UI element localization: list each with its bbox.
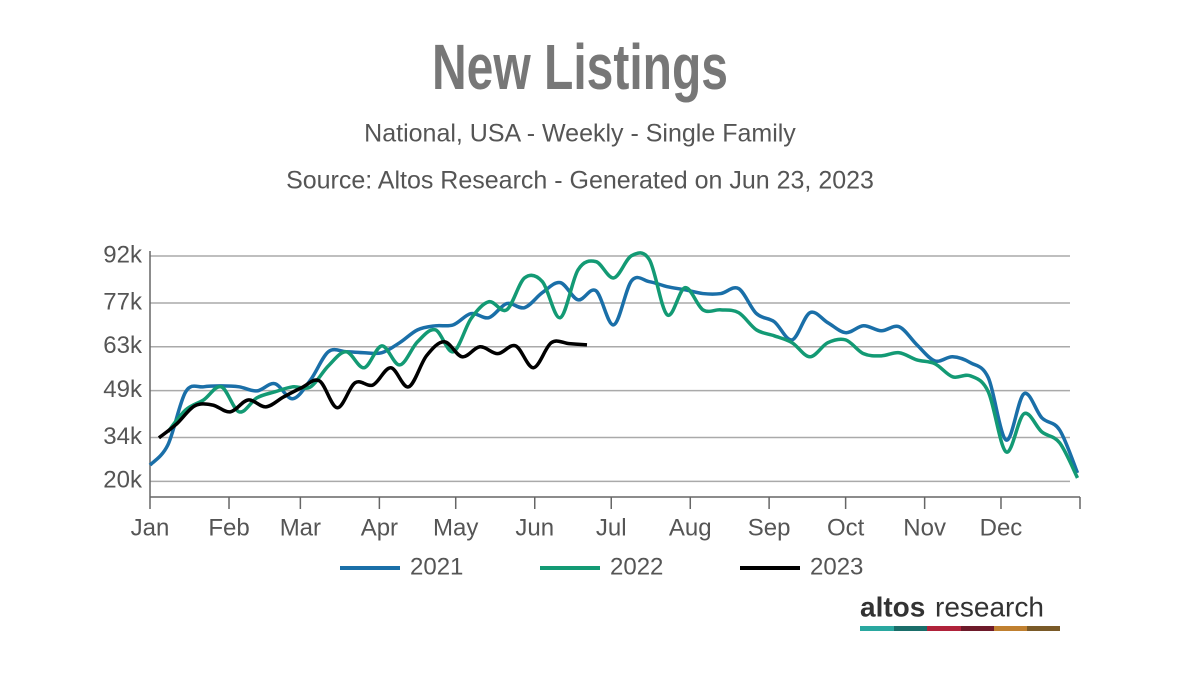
x-tick-label: Mar [280,514,321,541]
y-tick-label: 92k [103,241,143,268]
chart-title: New Listings [432,31,728,103]
series-line [157,339,588,440]
chart-source: Source: Altos Research - Generated on Ju… [286,167,874,195]
series-line [148,275,1080,474]
series-line [166,251,1080,479]
y-tick-label: 20k [103,467,143,494]
logo-bar [894,626,927,631]
x-tick-label: Feb [208,514,249,541]
x-tick-label: May [433,514,478,541]
logo-word: research [935,591,1044,622]
y-tick-label: 34k [103,423,143,450]
x-tick-label: Aug [669,514,712,541]
legend-label: 2023 [810,553,863,580]
logo-bar [927,626,961,631]
x-tick-label: Jul [596,514,627,541]
x-tick-label: Apr [361,514,398,541]
x-tick-label: Nov [903,514,946,541]
y-tick-label: 63k [103,332,143,359]
x-tick-label: Jan [131,514,170,541]
x-tick-label: Oct [827,514,865,541]
logo: altos research [860,591,1060,631]
x-tick-label: Sep [748,514,791,541]
y-tick-label: 49k [103,376,143,403]
logo-bar [994,626,1027,631]
y-tick-label: 77k [103,288,143,315]
x-tick-label: Dec [980,514,1023,541]
chart-subtitle: National, USA - Weekly - Single Family [364,120,796,148]
logo-bar [961,626,994,631]
logo-bar [860,626,894,631]
legend-label: 2022 [610,553,663,580]
logo-bar [1027,626,1060,631]
logo-brand: altos [860,591,925,622]
x-tick-label: Jun [515,514,554,541]
legend-label: 2021 [410,553,463,580]
